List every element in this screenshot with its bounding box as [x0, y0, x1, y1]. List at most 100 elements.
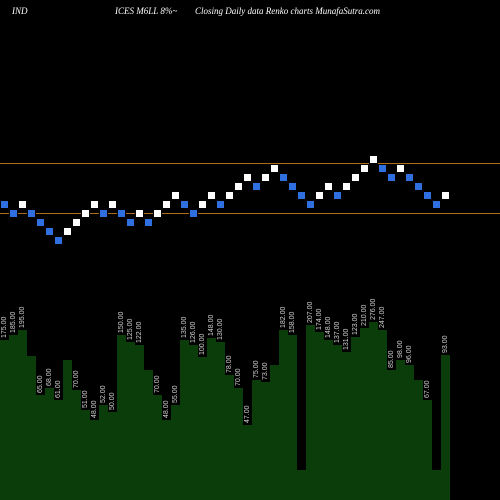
volume-bar	[144, 370, 153, 500]
volume-label: 98.00	[397, 318, 405, 358]
volume-bar	[117, 335, 126, 500]
renko-brick	[9, 209, 18, 218]
volume-bar	[216, 342, 225, 500]
volume-bar	[369, 322, 378, 500]
volume-bar	[423, 400, 432, 500]
volume-bar	[135, 345, 144, 500]
volume-label: 75.00	[253, 338, 261, 378]
volume-label: 175.00	[1, 298, 9, 338]
volume-bar	[0, 340, 9, 500]
volume-bar	[27, 356, 36, 500]
volume-label: 61.00	[55, 358, 63, 398]
volume-label: 182.00	[280, 288, 288, 328]
chart-container: { "canvas": { "width": 500, "height": 50…	[0, 0, 500, 500]
volume-label: 55.00	[172, 363, 180, 403]
volume-bar	[441, 355, 450, 500]
renko-brick	[45, 227, 54, 236]
renko-brick	[234, 182, 243, 191]
volume-bar	[432, 470, 441, 500]
volume-label: 67.00	[424, 358, 432, 398]
volume-bar	[405, 365, 414, 500]
reference-line-1	[0, 213, 500, 214]
renko-brick	[54, 236, 63, 245]
volume-bar	[63, 360, 72, 500]
renko-brick	[351, 173, 360, 182]
volume-label: 70.00	[235, 346, 243, 386]
volume-label: 148.00	[208, 296, 216, 336]
renko-brick	[180, 200, 189, 209]
renko-brick	[432, 200, 441, 209]
volume-label: 52.00	[100, 363, 108, 403]
volume-label: 158.00	[289, 293, 297, 333]
volume-label: 174.00	[316, 290, 324, 330]
volume-bar	[243, 425, 252, 500]
volume-bar	[315, 332, 324, 500]
renko-brick	[360, 164, 369, 173]
renko-brick	[135, 209, 144, 218]
volume-bar	[252, 380, 261, 500]
volume-bar	[378, 330, 387, 500]
renko-brick	[243, 173, 252, 182]
renko-brick	[261, 173, 270, 182]
volume-label: 123.00	[352, 295, 360, 335]
renko-brick	[288, 182, 297, 191]
volume-bar	[36, 395, 45, 500]
renko-brick	[153, 209, 162, 218]
renko-brick	[324, 182, 333, 191]
renko-brick	[333, 191, 342, 200]
renko-brick	[387, 173, 396, 182]
renko-brick	[441, 191, 450, 200]
header-left: IND	[12, 6, 28, 16]
volume-bar	[153, 395, 162, 500]
volume-bar	[189, 345, 198, 500]
volume-bar	[99, 405, 108, 500]
volume-bar	[162, 420, 171, 500]
volume-bar	[396, 360, 405, 500]
renko-brick	[18, 200, 27, 209]
volume-label: 130.00	[217, 300, 225, 340]
volume-label: 78.00	[226, 333, 234, 373]
renko-brick	[171, 191, 180, 200]
volume-label: 135.00	[181, 298, 189, 338]
renko-brick	[306, 200, 315, 209]
volume-bar	[198, 357, 207, 500]
renko-brick	[189, 209, 198, 218]
volume-bar	[270, 365, 279, 500]
volume-label: 65.00	[37, 353, 45, 393]
volume-bar	[45, 388, 54, 500]
volume-bar	[297, 470, 306, 500]
renko-brick	[63, 227, 72, 236]
volume-label: 126.00	[190, 303, 198, 343]
volume-label: 122.00	[136, 303, 144, 343]
volume-label: 247.00	[379, 288, 387, 328]
renko-brick	[126, 218, 135, 227]
renko-brick	[405, 173, 414, 182]
volume-bar	[18, 330, 27, 500]
renko-brick	[270, 164, 279, 173]
renko-brick	[369, 155, 378, 164]
renko-brick	[27, 209, 36, 218]
volume-label: 47.00	[244, 383, 252, 423]
renko-brick	[342, 182, 351, 191]
volume-label: 210.00	[361, 286, 369, 326]
volume-label: 50.00	[109, 370, 117, 410]
volume-bar	[171, 405, 180, 500]
header-mid: ICES M6LL 8%~	[115, 6, 177, 16]
volume-bar	[351, 337, 360, 500]
renko-brick	[72, 218, 81, 227]
volume-bar	[234, 388, 243, 500]
volume-label: 276.00	[370, 280, 378, 320]
header-right: Closing Daily data Renko charts MunafaSu…	[195, 6, 380, 16]
volume-bar	[360, 328, 369, 500]
renko-brick	[36, 218, 45, 227]
volume-bar	[108, 412, 117, 500]
volume-bar	[306, 325, 315, 500]
volume-bar	[207, 338, 216, 500]
volume-label: 150.00	[118, 293, 126, 333]
volume-label: 148.00	[325, 298, 333, 338]
renko-brick	[90, 200, 99, 209]
volume-bar	[342, 352, 351, 500]
renko-brick	[198, 200, 207, 209]
renko-brick	[279, 173, 288, 182]
renko-brick	[144, 218, 153, 227]
